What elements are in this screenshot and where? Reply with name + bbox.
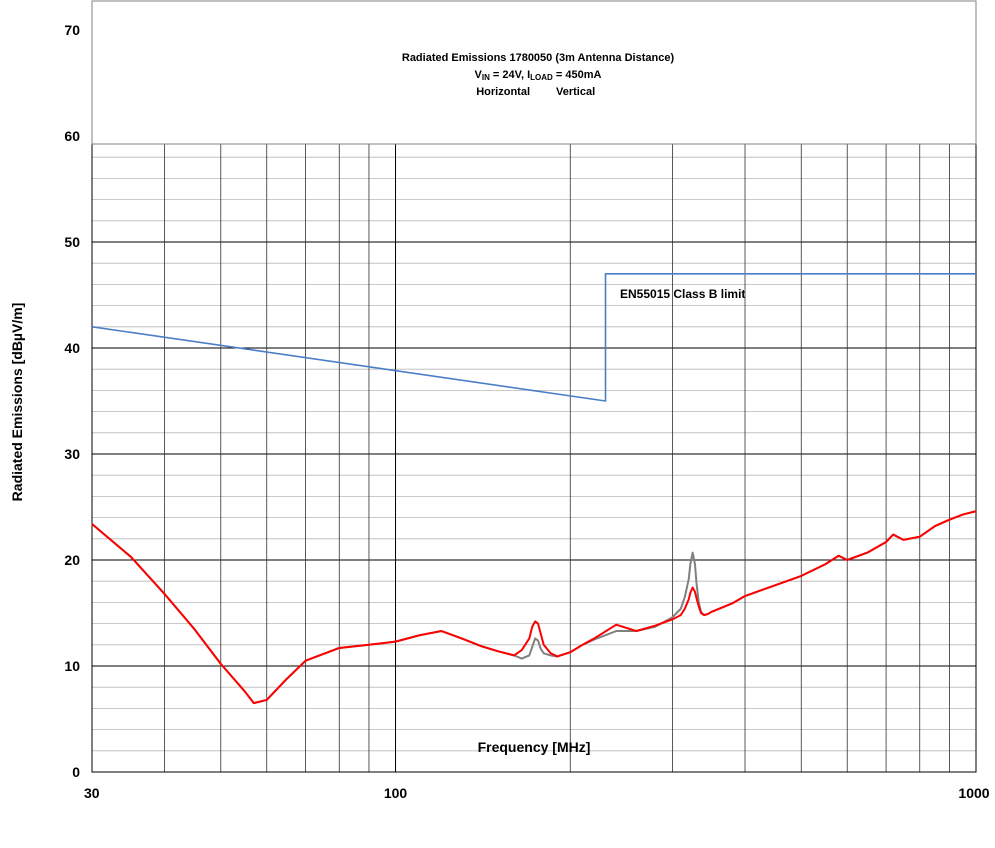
grid-lines (91, 29, 977, 773)
x-axis-title: Frequency [MHz] (478, 739, 591, 755)
y-tick-label: 0 (72, 764, 80, 780)
series-layer (91, 272, 977, 705)
x-tick-label: 30 (84, 785, 100, 801)
series-line-en55015-class-b-limit (91, 272, 976, 402)
y-tick-label: 40 (64, 340, 80, 356)
x-tick-label: 1000 (958, 785, 989, 801)
y-tick-label: 50 (64, 234, 80, 250)
legend-horizontal: Horizontal (476, 86, 530, 98)
y-tick-label: 70 (64, 22, 80, 38)
y-tick-label: 30 (64, 446, 80, 462)
v-value: = 24V, I (490, 69, 530, 81)
tick-labels: 0 10 20 30 40 50 60 70 30 100 1000 (64, 22, 989, 801)
i-subscript: LOAD (530, 73, 553, 82)
limit-annotation: EN55015 Class B limit (620, 287, 745, 301)
v-subscript: IN (482, 73, 490, 82)
y-tick-label: 60 (64, 128, 80, 144)
y-tick-label: 20 (64, 552, 80, 568)
legend-vertical: Vertical (556, 86, 595, 98)
chart-title: Radiated Emissions 1780050 (3m Antenna D… (402, 52, 675, 64)
title-box (91, 0, 977, 145)
series-line-horizontal (91, 510, 977, 705)
x-tick-label: 100 (384, 785, 408, 801)
i-value: = 450mA (553, 69, 602, 81)
chart-subtitle: VIN = 24V, ILOAD = 450mA (475, 69, 602, 82)
y-tick-label: 10 (64, 658, 80, 674)
v-label: V (475, 69, 483, 81)
y-axis-title: Radiated Emissions [dBµV/m] (9, 303, 25, 502)
